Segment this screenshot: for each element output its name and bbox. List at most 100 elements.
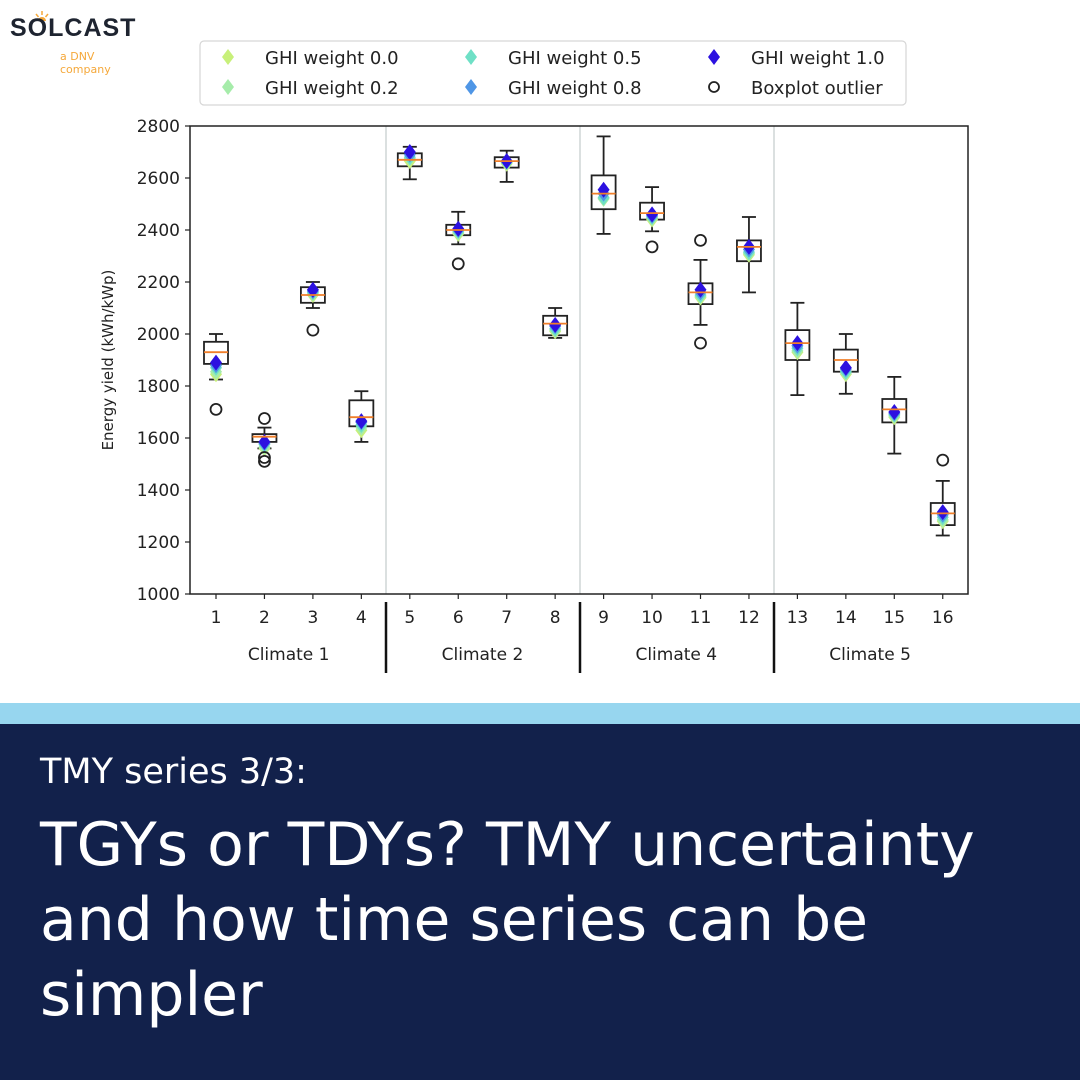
box-site-2 — [251, 412, 278, 468]
legend-item: GHI weight 0.5 — [465, 48, 642, 69]
legend-box — [199, 40, 907, 106]
box-site-10 — [639, 186, 665, 254]
box-site-5 — [396, 144, 423, 181]
diamond-icon — [465, 49, 477, 65]
chart-plot-area — [203, 135, 956, 537]
y-tick-label: 1600 — [137, 429, 180, 449]
box-site-16 — [929, 453, 956, 537]
box-site-13 — [784, 301, 811, 397]
x-tick-label: 1 — [211, 608, 222, 628]
legend-item: GHI weight 1.0 — [708, 48, 885, 69]
legend-label: GHI weight 0.5 — [508, 48, 642, 69]
y-axis-label: Energy yield (kWh/kWp) — [99, 270, 117, 451]
diamond-icon — [222, 79, 234, 95]
y-tick-label: 2400 — [137, 221, 180, 241]
group-label: Climate 4 — [635, 645, 717, 665]
outlier-marker — [209, 402, 223, 416]
diamond-icon — [465, 79, 477, 95]
x-tick-label: 11 — [690, 608, 712, 628]
box-site-15 — [881, 375, 908, 455]
legend-label: GHI weight 0.8 — [508, 78, 642, 99]
weight-marker — [306, 281, 319, 298]
box-site-8 — [542, 307, 569, 340]
legend-item: GHI weight 0.0 — [222, 48, 399, 69]
legend-label: GHI weight 0.0 — [265, 48, 399, 69]
x-tick-label: 5 — [404, 608, 415, 628]
x-tick-label: 2 — [259, 608, 270, 628]
legend-label: GHI weight 0.2 — [265, 78, 399, 99]
outlier-marker — [306, 323, 320, 337]
series-kicker: TMY series 3/3: — [40, 752, 307, 792]
x-tick-label: 9 — [598, 608, 609, 628]
x-tick-label: 10 — [641, 608, 663, 628]
y-tick-label: 1800 — [137, 377, 180, 397]
accent-stripe — [0, 703, 1080, 724]
outlier-marker — [694, 233, 707, 247]
box-site-6 — [445, 210, 472, 271]
box-site-14 — [832, 333, 859, 395]
group-label: Climate 1 — [248, 645, 330, 665]
outlier-marker — [645, 240, 659, 254]
y-tick-label: 1200 — [137, 533, 180, 553]
axes-frame — [189, 125, 969, 595]
box-site-7 — [493, 149, 520, 183]
outlier-marker — [258, 412, 271, 425]
weight-marker — [403, 144, 416, 160]
chart-axes: 1000 1200 1400 1600 1800 2000 2200 2400 2600 2800… — [99, 117, 969, 673]
legend-item: GHI weight 0.8 — [465, 78, 642, 99]
x-tick-label: 16 — [932, 608, 954, 628]
y-tick-label: 1400 — [137, 481, 180, 501]
weight-marker — [210, 354, 222, 371]
brand-tagline: a DNV company — [60, 50, 111, 76]
title-banner — [0, 724, 1080, 1080]
outlier-marker — [694, 336, 707, 350]
box-site-4 — [348, 390, 375, 443]
group-label: Climate 5 — [829, 645, 911, 665]
legend-label: Boxplot outlier — [751, 78, 883, 99]
outlier-marker — [258, 454, 271, 468]
y-tick-label: 2000 — [137, 325, 180, 345]
weight-marker — [936, 504, 949, 521]
chart-legend: GHI weight 0.0 GHI weight 0.2 GHI weight 0… — [199, 40, 907, 106]
legend-item: Boxplot outlier — [708, 78, 883, 99]
group-label: Climate 2 — [442, 645, 524, 665]
box-site-12 — [736, 216, 762, 294]
y-tick-label: 2600 — [137, 169, 180, 189]
legend-item: GHI weight 0.2 — [222, 78, 399, 99]
y-tick-label: 2200 — [137, 273, 180, 293]
diamond-icon — [222, 49, 234, 65]
x-tick-label: 8 — [550, 608, 561, 628]
weight-marker — [646, 206, 659, 223]
x-tick-label: 6 — [453, 608, 464, 628]
outlier-marker — [936, 453, 950, 467]
weight-marker — [452, 220, 465, 237]
box-site-3 — [299, 281, 326, 337]
weight-marker — [694, 281, 707, 298]
weight-marker — [888, 404, 901, 420]
y-tick-label: 2800 — [137, 117, 180, 137]
article-headline: TGYs or TDYs? TMY uncertainty and how ti… — [40, 810, 975, 1030]
x-tick-label: 7 — [501, 608, 512, 628]
outlier-marker — [258, 451, 271, 464]
sun-icon — [35, 11, 49, 21]
weight-marker — [258, 433, 271, 450]
brand-name: SOLCAST — [10, 14, 137, 42]
circle-icon — [708, 81, 720, 93]
box-site-1 — [203, 333, 229, 416]
diamond-icon — [708, 49, 720, 65]
outlier-marker — [451, 257, 465, 271]
x-tick-label: 4 — [356, 608, 367, 628]
x-tick-label: 14 — [835, 608, 857, 628]
y-tick-label: 1000 — [137, 585, 180, 605]
weight-marker — [549, 316, 562, 333]
x-tick-label: 3 — [307, 608, 318, 628]
box-site-9 — [590, 135, 617, 235]
solcast-logo: SOLCAST a DNV company — [10, 11, 140, 76]
x-tick-label: 12 — [738, 608, 760, 628]
legend-label: GHI weight 1.0 — [751, 48, 885, 69]
boxplot-chart: GHI weight 0.0 GHI weight 0.2 GHI weight 0… — [99, 40, 969, 673]
weight-marker — [839, 359, 852, 376]
box-site-11 — [687, 233, 714, 350]
x-tick-label: 15 — [883, 608, 905, 628]
x-tick-label: 13 — [787, 608, 809, 628]
